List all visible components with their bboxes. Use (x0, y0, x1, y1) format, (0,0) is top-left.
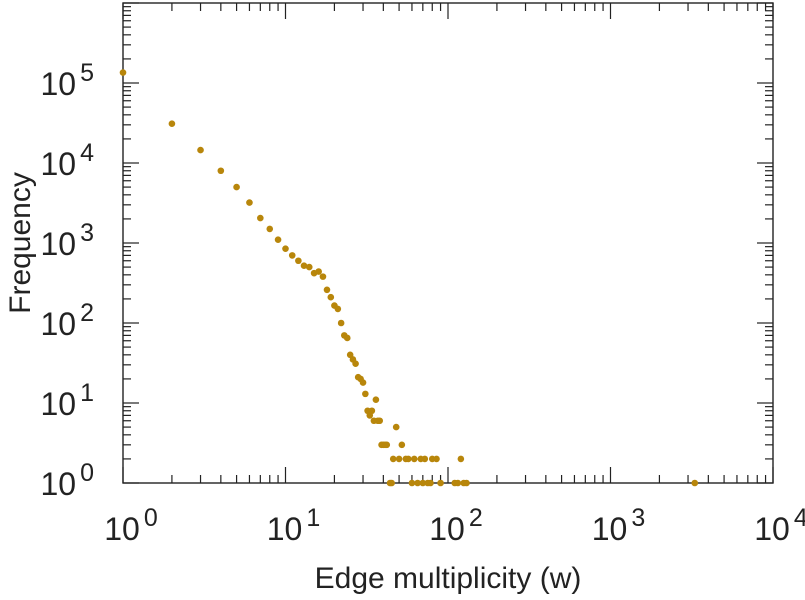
data-point (257, 214, 264, 222)
data-point (300, 262, 308, 270)
data-point (433, 455, 440, 463)
data-point (421, 455, 429, 463)
data-point (362, 390, 369, 398)
data-point (463, 479, 470, 487)
data-point (295, 257, 302, 265)
data-point (288, 252, 296, 259)
data-point (395, 455, 403, 463)
data-point (246, 199, 253, 206)
data-point (414, 479, 421, 487)
data-point (197, 146, 204, 154)
data-point (376, 417, 384, 425)
x-tick-label: 10 0 (104, 504, 158, 547)
y-tick-label: 10 0 (41, 459, 95, 502)
x-tick-label: 10 2 (429, 504, 483, 547)
data-point (217, 167, 225, 175)
data-point (282, 245, 289, 252)
data-point (352, 360, 359, 367)
data-point (319, 273, 327, 280)
data-point (392, 423, 400, 431)
axis-ticks (122, 2, 774, 484)
x-tick-label: 10 3 (592, 504, 646, 547)
data-point (408, 479, 416, 487)
y-tick-label: 10 2 (41, 299, 95, 342)
y-tick-label: 10 4 (41, 139, 95, 182)
y-tick-label: 10 1 (41, 379, 95, 422)
data-point (168, 120, 176, 127)
data-points (119, 69, 699, 487)
data-point (389, 455, 397, 463)
data-point (398, 441, 406, 449)
data-point (437, 479, 444, 487)
data-point (368, 407, 376, 415)
data-point (410, 455, 418, 463)
data-point (305, 263, 313, 271)
data-point (119, 69, 127, 76)
data-point (372, 396, 380, 403)
x-tick-label: 10 4 (754, 504, 805, 547)
data-point (327, 293, 335, 301)
data-point (419, 479, 427, 487)
data-point (323, 286, 331, 294)
data-point (274, 236, 282, 243)
plot-frame (122, 2, 774, 484)
y-axis-label: Frequency (4, 172, 37, 314)
data-point (334, 305, 342, 313)
data-point (383, 441, 391, 449)
data-point (337, 319, 345, 327)
data-point (405, 455, 412, 463)
y-tick-label: 10 3 (41, 219, 95, 262)
x-tick-label: 10 1 (267, 504, 321, 547)
x-tick-labels: 10 0 10 1 10 2 10 3 10 4 (104, 504, 805, 547)
x-axis-label: Edge multiplicity (w) (315, 562, 582, 595)
y-tick-label: 10 5 (41, 59, 95, 102)
data-point (315, 268, 322, 275)
data-point (266, 225, 274, 233)
data-point (427, 479, 434, 487)
data-point (454, 479, 462, 487)
data-point (359, 379, 367, 386)
data-point (457, 455, 465, 463)
data-point (343, 334, 351, 342)
data-point (691, 479, 699, 487)
data-point (233, 183, 240, 191)
data-point (388, 479, 395, 487)
